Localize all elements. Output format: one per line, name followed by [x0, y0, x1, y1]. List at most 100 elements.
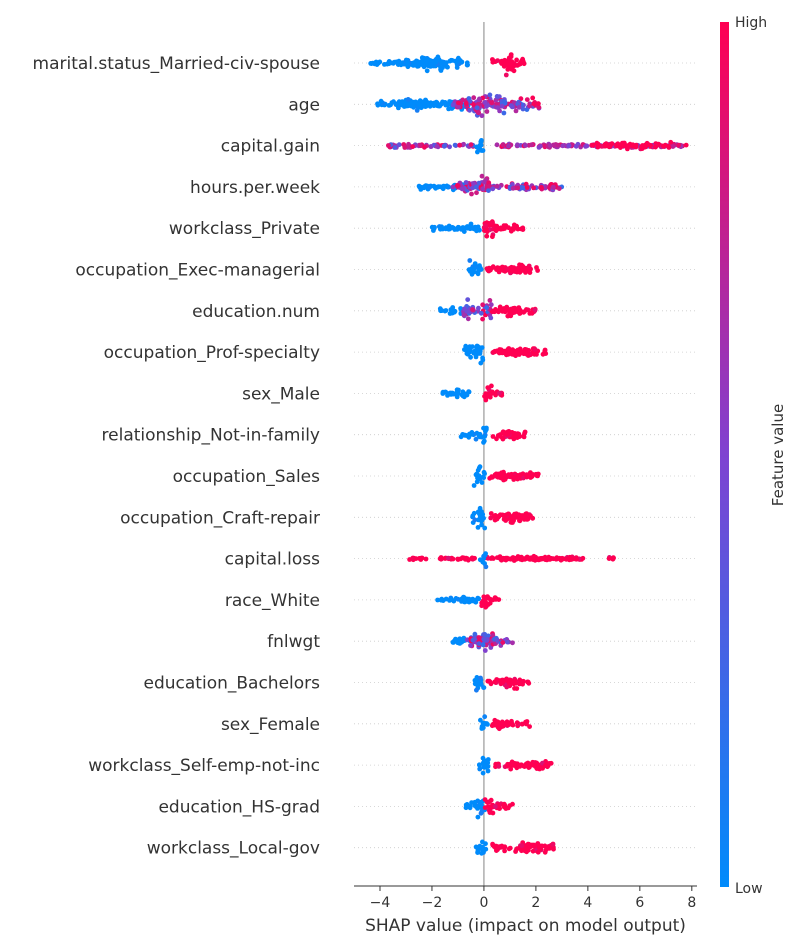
shap-point: [531, 185, 536, 191]
shap-point: [482, 228, 487, 234]
shap-point: [434, 144, 440, 149]
shap-point: [480, 755, 486, 761]
shap-point: [488, 315, 494, 321]
shap-point: [482, 434, 487, 439]
shap-point: [470, 513, 476, 519]
shap-point: [539, 184, 544, 190]
shap-point: [542, 347, 548, 353]
shap-point: [618, 145, 623, 151]
shap-point: [490, 186, 496, 192]
shap-point: [477, 96, 482, 102]
shap-point: [386, 143, 391, 148]
shap-point: [558, 557, 564, 563]
shap-point: [546, 556, 552, 562]
x-axis: −4 −2 0 2 4 6 8 SHAP value (impact on model ou…: [354, 885, 697, 936]
shap-point: [563, 556, 569, 562]
shap-point: [510, 351, 516, 357]
shap-point: [483, 564, 489, 570]
shap-point: [485, 768, 491, 774]
shap-point: [454, 65, 460, 70]
shap-point: [499, 475, 504, 481]
shap-point: [402, 145, 408, 150]
shap-point: [487, 298, 493, 303]
shap-point: [494, 637, 500, 643]
shap-point: [516, 305, 522, 310]
shap-point: [468, 221, 474, 227]
shap-point: [490, 234, 495, 240]
shap-point: [471, 181, 476, 187]
shap-point: [510, 640, 515, 646]
shap-point: [523, 761, 529, 767]
shap-point: [484, 425, 489, 431]
shap-point: [524, 517, 530, 522]
shap-point: [502, 845, 507, 850]
shap-point: [474, 687, 479, 693]
shap-point: [526, 765, 532, 770]
shap-point: [507, 474, 513, 479]
shap-point: [490, 556, 496, 561]
shap-point: [528, 470, 533, 475]
shap-point: [500, 435, 506, 441]
shap-point: [461, 229, 467, 235]
shap-point: [511, 227, 516, 232]
shap-point: [479, 522, 484, 528]
shap-point: [471, 483, 477, 488]
shap-point: [470, 268, 475, 274]
shap-point: [535, 268, 540, 273]
shap-point: [523, 143, 528, 148]
shap-point: [518, 472, 523, 478]
shap-point: [435, 184, 441, 190]
shap-point: [470, 344, 475, 349]
shap-point: [483, 841, 488, 847]
shap-point: [532, 347, 538, 352]
shap-point: [527, 557, 533, 562]
shap-point: [542, 849, 548, 855]
shap-point: [532, 307, 538, 313]
shap-point: [463, 101, 469, 106]
shap-point: [501, 63, 507, 69]
shap-point: [508, 556, 514, 562]
shap-point: [556, 186, 562, 192]
feature-label: occupation_Exec-managerial: [75, 261, 320, 281]
shap-point: [456, 387, 461, 393]
shap-point: [468, 142, 474, 148]
feature-label: workclass_Private: [169, 219, 320, 239]
shap-point: [535, 473, 540, 479]
shap-point: [482, 797, 488, 802]
x-tick-label: 6: [635, 895, 644, 911]
shap-point: [481, 848, 487, 853]
shap-point: [422, 104, 428, 109]
feature-row-points: [437, 297, 538, 322]
shap-point: [492, 348, 498, 354]
shap-point: [429, 224, 435, 230]
shap-point: [440, 186, 446, 192]
shap-point: [417, 98, 423, 104]
shap-point: [441, 143, 447, 149]
shap-point: [467, 107, 472, 113]
shap-point: [476, 635, 482, 640]
shap-point: [560, 143, 566, 149]
shap-point: [483, 396, 489, 401]
shap-point: [490, 633, 496, 638]
shap-point: [517, 518, 523, 524]
shap-point: [488, 681, 494, 687]
shap-point: [405, 97, 411, 102]
shap-point: [438, 67, 443, 72]
feature-row-points: [429, 219, 526, 240]
feature-row-points: [386, 138, 689, 155]
feature-row-points: [450, 631, 515, 653]
shap-point: [482, 714, 488, 720]
shap-point: [433, 59, 439, 65]
shap-point: [508, 313, 514, 319]
shap-point: [505, 511, 511, 517]
shap-point: [509, 722, 515, 727]
shap-point: [485, 385, 491, 390]
shap-point: [465, 316, 471, 322]
shap-point: [495, 105, 500, 110]
shap-point: [475, 149, 480, 155]
shap-point: [524, 185, 530, 190]
shap-point: [433, 101, 439, 107]
shap-point: [452, 142, 458, 148]
feature-label: workclass_Self-emp-not-inc: [88, 756, 320, 776]
shap-point: [668, 139, 674, 145]
